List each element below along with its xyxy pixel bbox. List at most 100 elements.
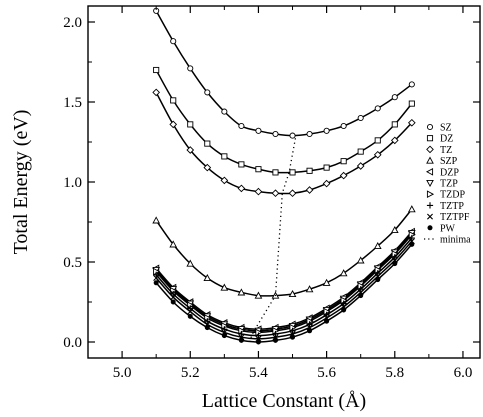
legend-item-tzdp: TZDP <box>426 190 465 201</box>
legend-label: DZP <box>440 167 459 178</box>
x-tick-label: 5.6 <box>317 365 336 381</box>
legend-item-dz: DZ <box>426 134 453 145</box>
data-point <box>323 311 330 318</box>
legend-label: minima <box>440 235 471 246</box>
legend-label: DZ <box>440 134 453 145</box>
data-point <box>409 241 415 247</box>
y-axis-title: Total Energy (eV) <box>10 110 32 255</box>
data-point <box>322 179 331 188</box>
data-point <box>221 333 227 339</box>
data-point <box>339 269 348 277</box>
data-point <box>340 122 347 130</box>
series-tztp <box>153 234 415 339</box>
y-tick-label: 1.0 <box>63 175 82 191</box>
data-point <box>408 81 415 88</box>
x-tick-label: 5.2 <box>181 365 200 381</box>
data-point <box>221 153 228 160</box>
legend-item-pw: PW <box>427 223 456 234</box>
data-point <box>288 189 297 198</box>
plot-frame <box>87 5 481 359</box>
data-point <box>306 130 313 138</box>
data-point <box>306 167 313 174</box>
legend-marker <box>426 135 434 142</box>
data-point <box>204 325 210 331</box>
legend-item-dzp: DZP <box>425 167 459 178</box>
data-point <box>307 328 313 334</box>
data-point <box>408 100 415 107</box>
legend-label: SZP <box>440 156 458 167</box>
data-point <box>374 270 381 277</box>
series-line <box>155 240 413 340</box>
legend-marker <box>426 156 434 164</box>
legend-item-sz: SZ <box>426 123 452 134</box>
legend-item-tzp: TZP <box>426 179 458 190</box>
x-axis-title: Lattice Constant (Å) <box>202 390 366 412</box>
legend-label: PW <box>440 223 456 234</box>
plot-area <box>152 7 416 345</box>
series-line <box>155 208 413 297</box>
data-point <box>340 300 347 307</box>
y-tick-label: 0.5 <box>63 255 82 271</box>
data-point <box>391 94 398 101</box>
legend-item-tz: TZ <box>426 145 452 156</box>
series-line <box>155 69 413 174</box>
legend-item-minima: minima <box>424 235 471 246</box>
legend-label: SZ <box>440 123 452 134</box>
data-point <box>272 130 279 138</box>
data-point <box>169 240 178 248</box>
data-point <box>305 285 314 293</box>
y-tick-label: 2.0 <box>63 15 82 31</box>
data-point <box>340 158 347 165</box>
data-point <box>170 38 177 45</box>
data-point <box>272 330 279 338</box>
data-point <box>238 122 245 130</box>
data-point <box>272 169 279 176</box>
data-point <box>374 105 381 112</box>
data-point <box>339 171 348 180</box>
data-point <box>341 307 347 313</box>
data-point <box>374 137 381 144</box>
data-point <box>203 273 212 282</box>
legend-marker <box>426 190 435 199</box>
data-point <box>408 234 415 242</box>
data-point <box>392 261 398 267</box>
data-point <box>152 88 161 97</box>
legend-label: TZ <box>440 145 452 156</box>
data-point <box>254 187 263 196</box>
legend-marker <box>427 225 433 231</box>
series-line <box>155 92 413 195</box>
data-point <box>305 186 314 194</box>
data-point <box>221 108 228 115</box>
data-point <box>322 278 331 286</box>
data-point <box>356 162 365 170</box>
data-point <box>357 114 364 122</box>
series-dz <box>153 66 415 176</box>
legend-label: TZP <box>440 179 458 190</box>
minima-line <box>249 135 297 343</box>
series-sz <box>153 7 415 139</box>
data-point <box>324 318 330 324</box>
data-point <box>204 89 211 96</box>
data-point <box>390 225 399 234</box>
y-tick-label: 0.0 <box>63 335 82 351</box>
data-point <box>356 256 365 264</box>
data-point <box>204 140 211 147</box>
x-tick-label: 5.8 <box>385 365 404 381</box>
data-point <box>358 293 364 299</box>
data-point <box>152 216 161 224</box>
legend-marker <box>426 145 434 154</box>
legend-marker <box>426 123 434 131</box>
data-point <box>271 189 280 198</box>
series-szp <box>152 205 416 299</box>
series-tz <box>152 88 416 198</box>
data-point <box>306 321 313 328</box>
legend-label: TZTPF <box>440 212 470 223</box>
data-point <box>323 127 330 134</box>
data-point <box>187 308 194 315</box>
data-point <box>407 118 416 127</box>
data-point <box>323 164 330 171</box>
data-point <box>357 286 364 293</box>
legend-label: TZTP <box>440 201 464 212</box>
data-point <box>187 121 194 128</box>
